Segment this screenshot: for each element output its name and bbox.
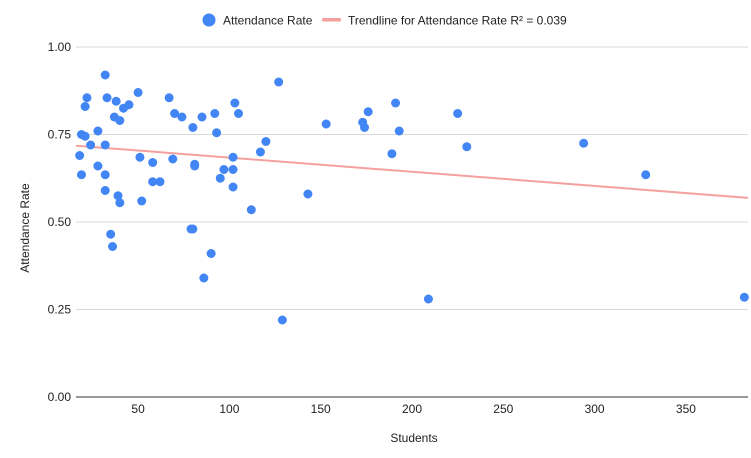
data-point (137, 196, 147, 206)
data-point (82, 93, 92, 103)
data-point (210, 109, 220, 118)
data-point (108, 242, 118, 251)
data-point (363, 107, 373, 117)
data-point (246, 205, 256, 215)
data-points (75, 70, 749, 325)
data-point (93, 161, 103, 171)
y-tick-label: 0.50 (48, 215, 72, 229)
legend-series-label: Attendance Rate (223, 14, 313, 28)
data-point (360, 123, 370, 132)
data-point (255, 147, 265, 157)
data-point (148, 158, 158, 167)
data-point (115, 198, 125, 208)
data-point (303, 189, 313, 199)
data-point (155, 177, 165, 187)
y-axis-tick-labels: 0.00 0.25 0.50 0.75 1.00 (48, 40, 72, 404)
data-point (86, 140, 96, 150)
legend-point-swatch (202, 13, 216, 27)
y-axis-title: Attendance Rate (18, 183, 32, 273)
data-point (234, 109, 244, 118)
data-point (199, 273, 209, 283)
data-point (168, 154, 178, 164)
trendline-layer (75, 144, 749, 199)
data-point (391, 98, 401, 108)
x-tick-label: 100 (219, 402, 239, 416)
data-point (177, 112, 187, 122)
data-point (230, 98, 240, 108)
data-point (148, 177, 158, 187)
data-point (212, 128, 222, 138)
data-point (197, 112, 207, 122)
data-point (100, 186, 110, 195)
data-point (423, 294, 433, 304)
data-point (124, 100, 134, 110)
data-point (274, 77, 284, 87)
data-point (133, 88, 143, 97)
data-point (100, 170, 110, 180)
data-point (113, 191, 123, 201)
legend-trendline-swatch (322, 18, 341, 22)
x-axis-title: Students (390, 431, 437, 445)
trendline (75, 144, 749, 199)
data-point (579, 138, 589, 148)
data-point (100, 70, 110, 80)
legend-trendline-label: Trendline for Attendance Rate R² = 0.039 (348, 14, 567, 28)
y-tick-label: 0.00 (48, 390, 72, 404)
data-point (453, 109, 463, 118)
x-tick-label: 300 (585, 402, 605, 416)
data-point (106, 229, 116, 239)
data-point (190, 161, 200, 171)
data-point (170, 109, 180, 118)
data-point (321, 119, 331, 129)
data-point (739, 292, 749, 302)
data-point (641, 170, 651, 180)
data-point (206, 249, 216, 258)
data-point (80, 131, 90, 141)
x-tick-label: 150 (311, 402, 331, 416)
data-point (135, 152, 145, 162)
data-point (277, 315, 287, 325)
data-point (111, 96, 121, 106)
data-point (102, 93, 112, 103)
x-tick-label: 250 (493, 402, 513, 416)
data-point (93, 126, 103, 136)
data-point (387, 149, 397, 159)
y-tick-label: 0.75 (48, 128, 72, 142)
gridlines (76, 46, 748, 310)
data-point (215, 173, 225, 183)
data-point (75, 151, 85, 160)
data-point (76, 170, 86, 180)
legend: Attendance Rate Trendline for Attendance… (202, 13, 567, 28)
data-point (164, 93, 174, 103)
data-point (80, 102, 90, 111)
data-point (261, 137, 271, 146)
x-tick-label: 50 (131, 402, 145, 416)
data-point (228, 182, 238, 192)
y-tick-label: 1.00 (48, 40, 72, 54)
y-tick-label: 0.25 (48, 303, 72, 317)
data-point (219, 165, 229, 174)
x-tick-label: 200 (402, 402, 422, 416)
data-point (228, 165, 238, 174)
x-axis-tick-labels: 50 100 150 200 250 300 350 (131, 402, 696, 416)
data-point (115, 116, 125, 125)
data-point (188, 224, 198, 234)
data-point (462, 142, 472, 152)
x-tick-label: 350 (676, 402, 696, 416)
data-point (228, 152, 238, 162)
data-point (394, 126, 404, 136)
data-point (100, 140, 110, 150)
data-point (188, 123, 198, 132)
